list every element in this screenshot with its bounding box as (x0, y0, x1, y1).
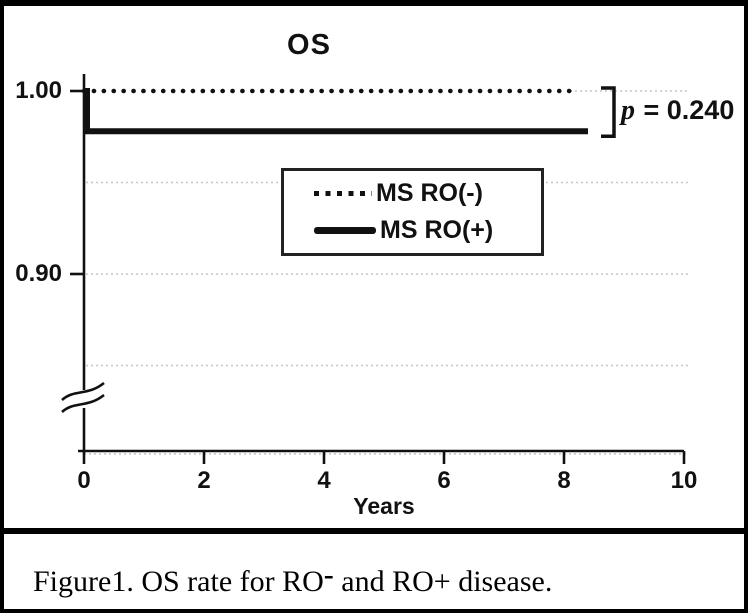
series-msro+ (84, 88, 588, 135)
x-axis-tick-label: 6 (437, 467, 451, 494)
axis-break-mark (61, 381, 105, 402)
caption-superscript-minus: - (323, 558, 334, 591)
chart-title: OS (287, 29, 331, 61)
caption-text-prefix: Figure1. OS rate for RO (33, 565, 324, 598)
legend: MS RO(-) MS RO(+) (281, 168, 544, 256)
figure-caption: Figure1. OS rate for RO- and RO+ disease… (4, 534, 744, 609)
axis-break-gap (81, 390, 87, 408)
os-survival-chart: OS 1.00 0.90 0 2 4 6 8 10 Years p = 0.240 MS R… (4, 6, 744, 528)
p-value-bracket (601, 86, 616, 139)
x-axis-tick-label: 10 (670, 467, 698, 494)
x-axis-tick-label: 0 (77, 467, 91, 494)
y-axis-tick-label: 1.00 (15, 77, 62, 104)
dotted-line-swatch (314, 191, 372, 196)
legend-item-ms-ro-pos: MS RO(+) (314, 216, 541, 245)
x-axis-tick-label: 8 (557, 467, 571, 494)
y-axis-tick-label: 0.90 (15, 260, 62, 287)
legend-label-ms-ro-pos: MS RO(+) (380, 216, 494, 244)
x-axis-tick-label: 4 (317, 467, 331, 494)
p-value-text: = 0.240 (636, 95, 735, 125)
p-symbol: p (621, 95, 635, 126)
x-axis-tick-label: 2 (197, 467, 211, 494)
solid-line-swatch (314, 227, 376, 234)
section-divider (4, 528, 744, 534)
axis-break-mark (61, 393, 105, 414)
caption-text-suffix: and RO+ disease. (333, 565, 553, 598)
legend-item-ms-ro-neg: MS RO(-) (314, 179, 541, 208)
p-value-annotation: p = 0.240 (621, 95, 734, 127)
x-axis-label: Years (353, 493, 415, 519)
chart-canvas (61, 74, 688, 464)
legend-label-ms-ro-neg: MS RO(-) (376, 179, 483, 207)
